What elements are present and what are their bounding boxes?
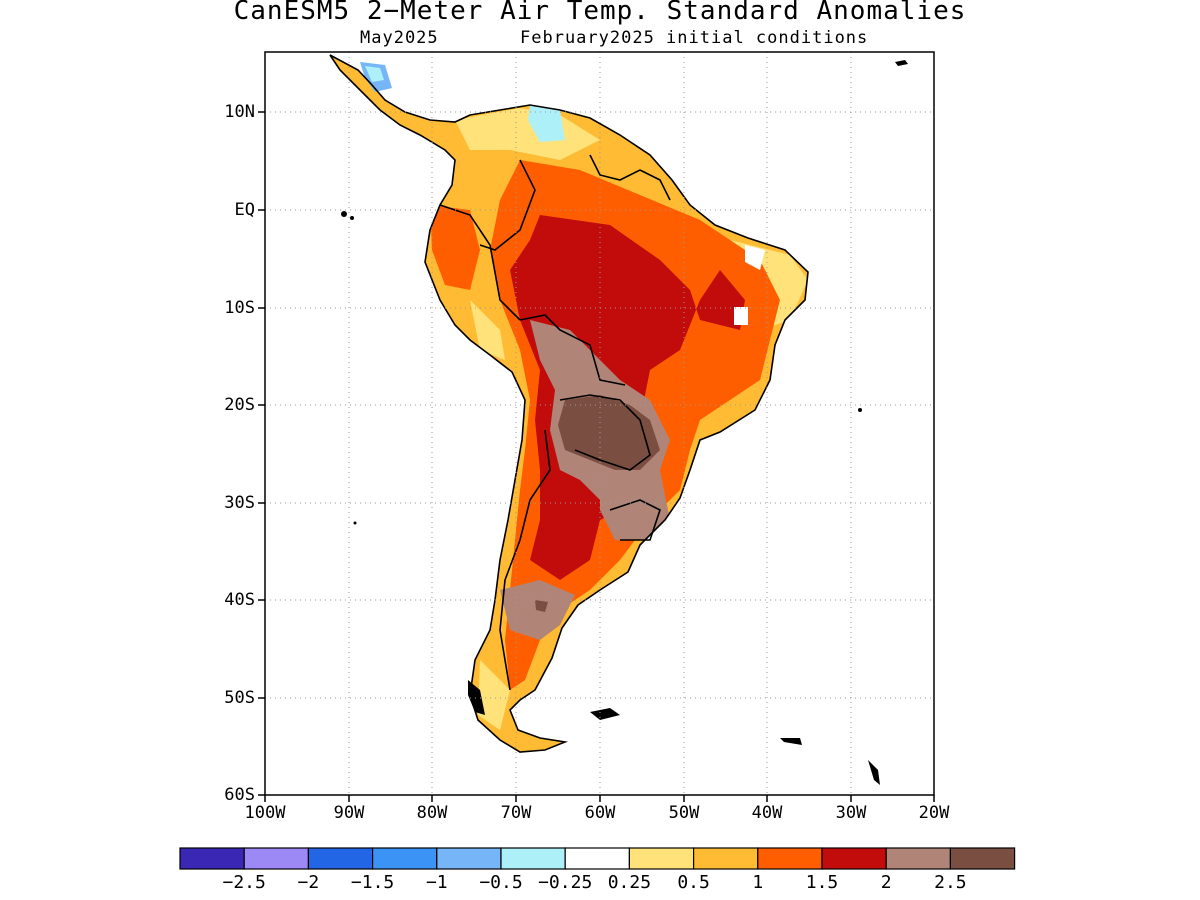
colorbar-swatch (500, 847, 566, 870)
lat-label-20s: 20S (224, 395, 255, 415)
colorbar-label: 1.5 (805, 872, 839, 893)
lon-label-100w: 100W (244, 803, 286, 823)
colorbar-label: −1 (425, 872, 448, 893)
lon-label-70w: 70W (500, 803, 532, 823)
lon-label-40w: 40W (751, 803, 783, 823)
cold-anomaly-patches (360, 62, 565, 142)
lon-label-90w: 90W (333, 803, 365, 823)
colorbar-swatch (949, 847, 1016, 870)
lat-label-60s: 60S (224, 785, 255, 805)
lon-label-30w: 30W (835, 803, 867, 823)
map-title: CanESM5 2−Meter Air Temp. Standard Anoma… (233, 0, 967, 26)
lat-label-eq: EQ (234, 200, 255, 220)
colorbar-label: −1.5 (350, 872, 395, 893)
colorbar-swatch (372, 847, 438, 870)
colorbar-swatch (628, 847, 695, 870)
colorbar-label: −0.25 (538, 872, 593, 893)
lat-label-50s: 50S (224, 688, 255, 708)
lat-label-40s: 40S (224, 590, 255, 610)
colorbar-swatch (179, 847, 245, 870)
colorbar-swatch (307, 847, 374, 870)
colorbar-label: 2 (880, 872, 892, 893)
colorbar-swatch (821, 847, 887, 870)
colorbar-swatch (692, 847, 759, 870)
islands (341, 60, 908, 785)
lon-label-60w: 60W (584, 803, 616, 823)
forecast-month: May2025 (360, 28, 439, 48)
axis-ticks (258, 111, 935, 802)
colorbar-label: −2 (297, 872, 320, 893)
colorbar-swatch (885, 847, 952, 870)
coastlines (329, 54, 809, 753)
colorbar-swatch (564, 847, 631, 870)
lat-label-30s: 30S (224, 493, 255, 513)
colorbar-label: 1 (752, 872, 764, 893)
colorbar-swatch (436, 847, 502, 870)
lon-label-20w: 20W (918, 803, 950, 823)
colorbar-label: 2.5 (934, 872, 967, 893)
lon-label-80w: 80W (416, 803, 448, 823)
lat-label-10s: 10S (224, 298, 255, 318)
lon-label-50w: 50W (668, 803, 700, 823)
colorbar-swatch (243, 847, 309, 870)
colorbar-label: −0.5 (479, 872, 523, 893)
colorbar-swatch (757, 847, 823, 870)
lat-label-10n: 10N (224, 102, 255, 122)
colorbar-label: −2.5 (222, 872, 266, 893)
colorbar-label: 0.5 (677, 872, 710, 893)
colorbar-label: 0.25 (607, 872, 652, 893)
initial-conditions: February2025 initial conditions (520, 28, 869, 48)
colorbar (179, 847, 1016, 870)
